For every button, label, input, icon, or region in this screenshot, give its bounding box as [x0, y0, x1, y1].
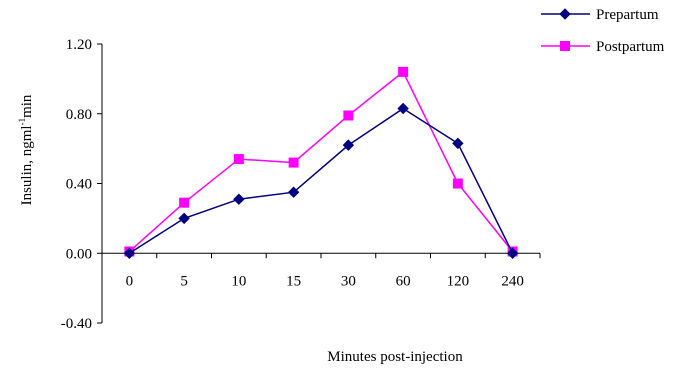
y-axis-title-tail: min: [19, 94, 35, 118]
postpartum-line: [128, 70, 514, 253]
postpartum-point: [233, 154, 244, 165]
y-tick-label: 0.80: [66, 107, 92, 123]
legend-swatch-marker: [559, 8, 571, 20]
prepartum-point: [397, 102, 409, 115]
series-layer: [123, 66, 519, 259]
prepartum-point: [506, 247, 519, 259]
axes: -0.40 0.00 0.40 0.80 1.20 0 5 10 15 30 60 120 240: [61, 37, 541, 332]
legend-label: Prepartum: [596, 7, 659, 23]
prepartum-point: [287, 186, 300, 198]
y-tick-label: 0.40: [66, 177, 92, 193]
postpartum-point: [452, 178, 463, 189]
prepartum-point: [452, 137, 464, 150]
x-tick-label: 5: [180, 273, 188, 289]
x-tick-label: 0: [126, 273, 134, 289]
series-prepartum: [123, 102, 519, 259]
y-axis-title-main: Insulin, ngml: [19, 125, 35, 205]
legend-swatch-marker: [560, 41, 570, 51]
x-tick-label: 60: [396, 273, 411, 289]
prepartum-line: [128, 107, 514, 254]
prepartum-point: [342, 139, 355, 151]
x-tick-label: 240: [501, 273, 524, 289]
prepartum-point: [123, 247, 136, 259]
prepartum-point: [233, 193, 245, 205]
x-tick-label: 30: [341, 273, 356, 289]
postpartum-point: [343, 110, 354, 121]
y-axis-title-sup: -1: [17, 118, 27, 126]
x-tick-label: 15: [286, 273, 301, 289]
postpartum-point: [288, 157, 299, 168]
y-tick-label: 1.20: [66, 37, 92, 53]
y-tick-label: 0.00: [66, 246, 92, 262]
postpartum-point: [398, 66, 409, 77]
series-postpartum: [124, 66, 518, 257]
legend: Prepartum Postpartum: [541, 7, 665, 55]
prepartum-point: [178, 212, 190, 225]
legend-label: Postpartum: [596, 39, 665, 55]
legend-item-prepartum: Prepartum: [541, 7, 659, 23]
y-axis-title: Insulin, ngml-1min: [17, 94, 35, 205]
postpartum-point: [179, 197, 190, 208]
x-axis-title: Minutes post-injection: [327, 349, 463, 365]
x-tick-label: 120: [447, 273, 470, 289]
y-tick-label: -0.40: [61, 316, 92, 332]
legend-item-postpartum: Postpartum: [541, 39, 665, 55]
x-tick-label: 10: [231, 273, 246, 289]
